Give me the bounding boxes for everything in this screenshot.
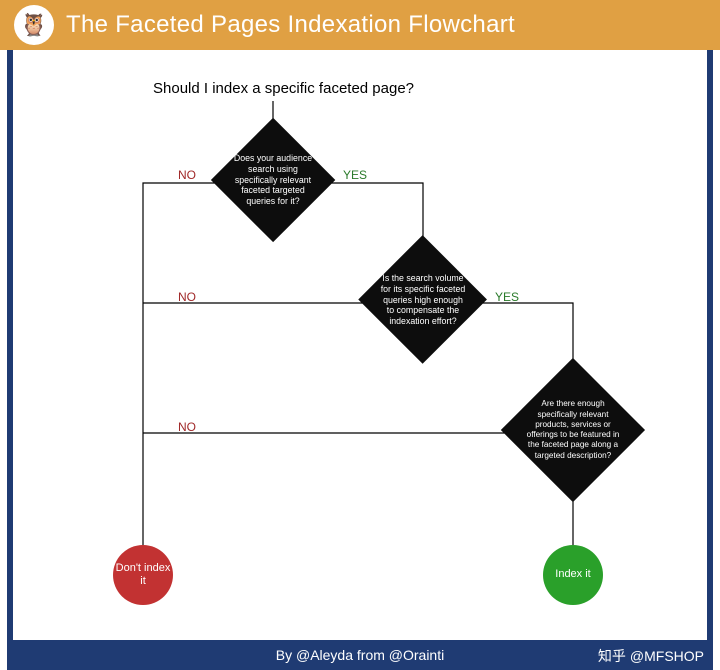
start-question: Should I index a specific faceted page?	[153, 80, 414, 97]
terminal-index-it: Index it	[543, 545, 603, 605]
decision-enough-offerings: Are there enough specifically relevant p…	[506, 363, 640, 497]
footer-credit: By @Aleyda from @Orainti	[276, 647, 444, 663]
owl-logo-icon: 🦉	[14, 5, 54, 45]
terminal-dont-index: Don't index it	[113, 545, 173, 605]
decision-audience-search: Does your audience search using specific…	[215, 122, 331, 238]
edge-label-yes2: YES	[495, 290, 519, 304]
flowchart-canvas: Should I index a specific faceted page? D…	[13, 50, 707, 640]
watermark-handle: @MFSHOP	[630, 648, 704, 664]
decision-search-volume: Is the search volume for its specific fa…	[363, 240, 483, 360]
page-title: The Faceted Pages Indexation Flowchart	[66, 11, 515, 39]
edge-label-no2: NO	[178, 290, 196, 304]
flowchart-frame: 🦉 The Faceted Pages Indexation Flowchart…	[0, 0, 720, 670]
edge-label-yes1: YES	[343, 168, 367, 182]
edge-label-no1: NO	[178, 168, 196, 182]
header-bar: 🦉 The Faceted Pages Indexation Flowchart	[0, 0, 720, 50]
connector-lines	[13, 50, 707, 640]
edge-label-no3: NO	[178, 420, 196, 434]
canvas-border: Should I index a specific faceted page? D…	[7, 50, 713, 640]
watermark-cn: 知乎	[598, 646, 626, 666]
watermark: 知乎 @MFSHOP	[598, 646, 704, 666]
